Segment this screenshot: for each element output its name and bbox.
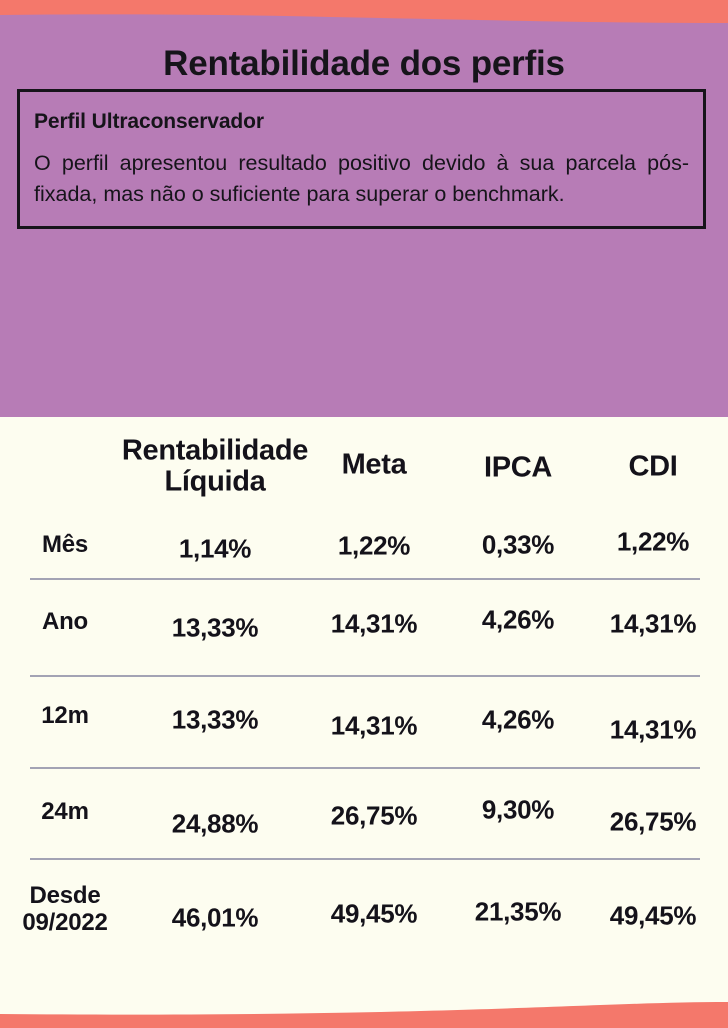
row-label-24m: 24m xyxy=(41,798,89,825)
page-title: Rentabilidade dos perfis xyxy=(163,44,565,83)
cell-24m-cdi: 26,75% xyxy=(609,806,697,837)
table-header-row: Rentabilidade Líquida Meta IPCA CDI xyxy=(0,417,728,522)
table-row: Desde 09/2022 46,01% 49,45% 21,35% 49,45… xyxy=(0,868,728,968)
cell-ano-cdi: 14,31% xyxy=(609,608,697,639)
cell-24m-ipca: 9,30% xyxy=(481,794,555,825)
column-header-cdi: CDI xyxy=(628,450,678,483)
row-divider xyxy=(30,858,700,860)
cell-12m-ipca: 4,26% xyxy=(481,704,555,735)
row-label-desde-line2: 09/2022 xyxy=(22,909,108,936)
column-header-ipca: IPCA xyxy=(483,451,553,484)
cell-desde-cdi: 49,45% xyxy=(609,900,697,931)
row-divider xyxy=(30,578,700,580)
cell-mes-liquida: 1,14% xyxy=(178,533,252,564)
cell-12m-meta: 14,31% xyxy=(330,710,418,741)
table-row: Ano 13,33% 14,31% 4,26% 14,31% xyxy=(0,580,728,677)
cell-12m-liquida: 13,33% xyxy=(171,704,259,735)
row-label-desde: Desde 09/2022 xyxy=(0,882,135,937)
profile-callout-heading: Perfil Ultraconservador xyxy=(34,110,264,133)
profile-callout-box: Perfil Ultraconservador O perfil apresen… xyxy=(17,89,706,230)
cell-ano-ipca: 4,26% xyxy=(481,604,555,635)
cell-24m-meta: 26,75% xyxy=(330,800,418,831)
hero-panel xyxy=(0,0,728,417)
table-row: 24m 24,88% 26,75% 9,30% 26,75% xyxy=(0,772,728,868)
cell-12m-cdi: 14,31% xyxy=(609,714,697,745)
cell-mes-cdi: 1,22% xyxy=(616,526,690,557)
row-label-desde-line1: Desde xyxy=(29,882,101,910)
cell-desde-ipca: 21,35% xyxy=(474,896,562,927)
row-divider xyxy=(30,767,700,769)
profile-callout-body: O perfil apresentou resultado positivo d… xyxy=(34,151,689,207)
row-divider xyxy=(30,675,700,677)
table-row: 12m 13,33% 14,31% 4,26% 14,31% xyxy=(0,676,728,772)
column-header-rentabilidade-liquida: Rentabilidade Líquida xyxy=(121,434,309,498)
column-header-meta: Meta xyxy=(341,448,407,481)
row-label-12m: 12m xyxy=(41,702,89,729)
returns-table: Rentabilidade Líquida Meta IPCA CDI Mês … xyxy=(0,417,728,968)
cell-desde-meta: 49,45% xyxy=(330,898,418,929)
cell-24m-liquida: 24,88% xyxy=(171,808,259,839)
cell-mes-meta: 1,22% xyxy=(337,530,411,561)
cell-desde-liquida: 46,01% xyxy=(171,902,259,933)
bottom-accent-band xyxy=(0,1002,728,1028)
row-label-ano: Ano xyxy=(41,608,89,635)
cell-ano-liquida: 13,33% xyxy=(171,612,259,643)
cell-mes-ipca: 0,33% xyxy=(481,529,555,560)
row-label-mes: Mês xyxy=(41,531,89,558)
table-row: Mês 1,14% 1,22% 0,33% 1,22% xyxy=(0,522,728,580)
cell-ano-meta: 14,31% xyxy=(330,608,418,639)
